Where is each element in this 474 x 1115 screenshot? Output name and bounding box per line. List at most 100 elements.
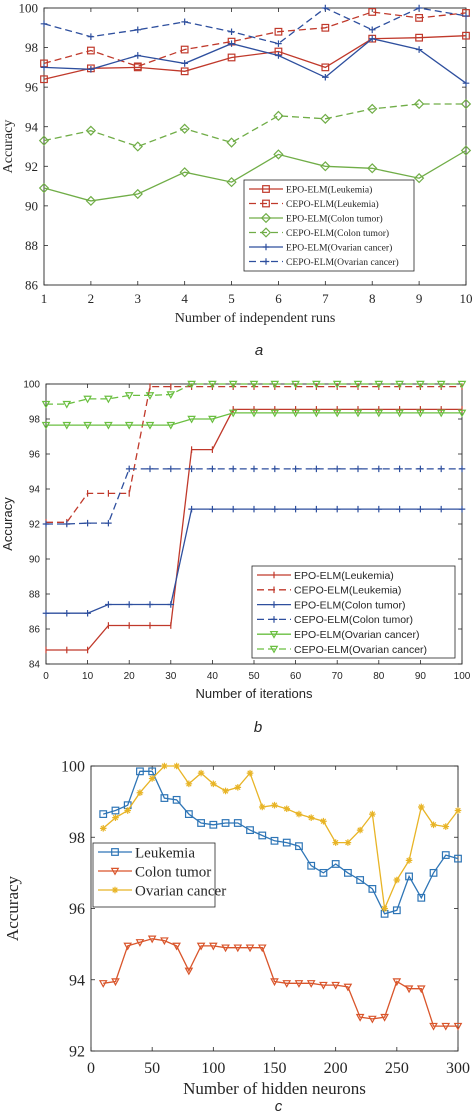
data-point [312,409,321,418]
x-axis-label: Number of independent runs [175,311,336,326]
data-point [454,854,462,863]
x-tick-label: 9 [416,291,423,306]
x-tick-label: 100 [454,671,471,682]
data-point [62,400,72,409]
data-point [104,421,113,430]
data-point [457,409,467,418]
legend-marker [262,185,270,193]
chart-panel-b: 0 10 20 30 40 50 60 70 80 90 100 84 86 88 90 92 94 96 98 10… [0,380,471,737]
data-point [124,421,134,430]
data-point [145,392,155,400]
x-tick-label: 6 [275,291,282,306]
data-point [392,906,401,915]
data-point [274,27,283,36]
x-tick-label: 100 [201,1060,225,1077]
data-point [344,839,352,846]
data-point [417,465,424,473]
x-tick-label: 0 [87,1060,95,1077]
data-point [209,465,216,473]
data-point [160,937,169,946]
data-point [134,26,142,34]
series-2 [38,145,472,207]
data-point [354,465,362,473]
data-point [210,780,217,788]
data-point [375,505,383,513]
data-point [87,33,95,40]
legend: EPO-ELM(Leukemia) CEPO-ELM(Leukemia) EPO-E… [251,565,456,659]
x-tick-label: 250 [385,1060,409,1077]
data-point [270,978,279,987]
data-point [415,13,424,22]
y-tick-label: 94 [25,119,39,134]
data-point [418,803,425,811]
data-point [187,415,196,424]
data-point [38,135,50,146]
data-point [367,103,378,115]
legend-marker [111,886,119,894]
x-tick-label: 50 [144,1060,160,1077]
data-point [368,885,377,893]
x-axis-label: Number of iterations [195,686,313,701]
series-5 [41,380,467,409]
data-point [226,137,237,148]
data-point [111,806,120,815]
data-point [462,79,470,87]
data-point [415,46,423,53]
data-point [393,876,401,884]
x-tick-label: 10 [460,291,473,306]
legend-marker [262,258,270,265]
data-point [227,53,236,62]
data-point [271,465,279,473]
data-point [166,391,176,400]
data-point [148,767,157,776]
y-tick-label: 88 [29,590,41,601]
data-point [457,380,467,389]
data-point [229,505,237,513]
data-point [172,942,181,951]
data-point [356,826,364,834]
legend-label: EPO-ELM(Ovarian cancer) [286,242,392,253]
legend-box [92,842,216,908]
data-point [273,110,284,121]
data-point [441,1022,451,1031]
data-point [172,795,181,804]
x-tick-label: 0 [43,671,49,682]
data-point [208,415,217,424]
data-point [112,814,119,821]
legend-marker [262,199,270,208]
data-point [184,810,193,818]
data-point [282,838,291,847]
data-point [367,163,378,174]
data-point [273,149,284,160]
data-point [312,380,321,389]
data-point [124,807,131,814]
x-tick-label: 70 [332,671,344,682]
x-tick-label: 30 [165,671,177,682]
data-point [42,609,50,617]
y-tick-label: 98 [69,830,85,847]
data-point [271,505,279,513]
x-tick-label: 150 [263,1060,287,1077]
data-point [331,860,340,868]
data-point [343,983,353,992]
data-point [381,905,388,912]
data-point [380,1013,389,1022]
data-point [185,780,193,788]
data-point [209,505,216,513]
data-point [188,465,195,473]
data-point [275,40,282,47]
data-point [270,380,280,389]
legend: Leukemia Colon tumor Ovarian cancer [92,842,226,908]
data-point [148,775,156,782]
series-5 [40,4,470,47]
legend-marker [269,630,279,639]
data-point [250,505,258,513]
data-point [197,769,205,777]
data-point [221,819,230,827]
data-point [436,409,446,418]
data-point [416,409,425,418]
data-point [415,4,423,12]
legend-label: EPO-ELM(Leukemia) [294,570,394,582]
data-point [40,75,48,84]
legend-label: Leukemia [135,845,195,861]
